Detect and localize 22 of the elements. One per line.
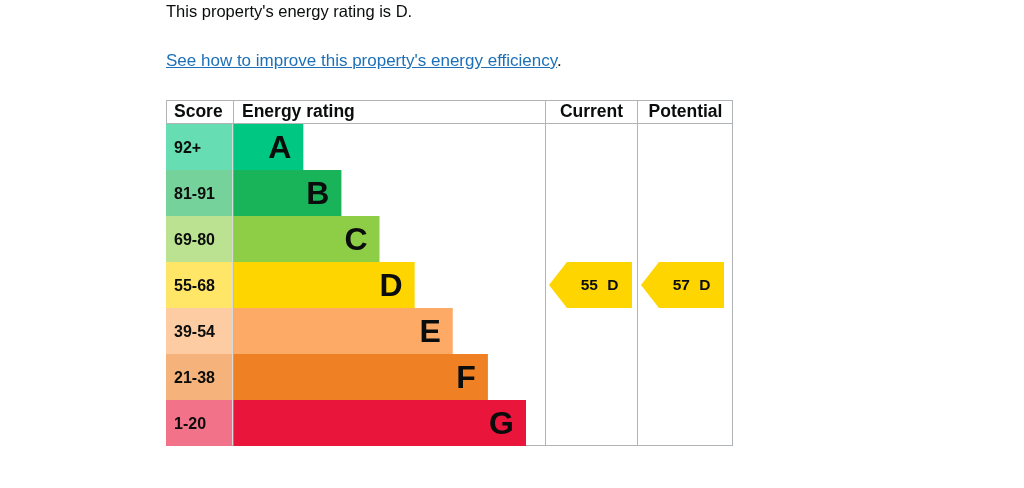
y-tick-label: 92+: [174, 138, 202, 156]
x-axis-title: Energy rating: [242, 101, 355, 122]
annotation: D: [379, 267, 403, 303]
text: 55 D: [580, 276, 619, 294]
annotation: G: [489, 405, 514, 441]
y-tick-label: 21-38: [174, 368, 216, 386]
y-axis-title: Score: [174, 101, 223, 122]
y-tick-label: 1-20: [174, 414, 207, 432]
y-tick-label: 81-91: [174, 184, 216, 202]
annotation: B: [306, 175, 330, 211]
annotation: F: [456, 359, 476, 395]
annotation: A: [268, 129, 292, 165]
y-tick-label: 39-54: [174, 322, 216, 340]
annotation: C: [344, 221, 368, 257]
text: 57 D: [672, 276, 711, 294]
chart-title: This property's energy rating is D.: [166, 2, 413, 21]
text: Potential: [648, 101, 723, 122]
y-tick-label: 69-80: [174, 230, 216, 248]
y-tick-label: 55-68: [174, 276, 216, 294]
text: Current: [559, 101, 624, 122]
text: See how to improve this property's energy efficiency.: [166, 51, 562, 71]
annotation: E: [419, 313, 441, 349]
